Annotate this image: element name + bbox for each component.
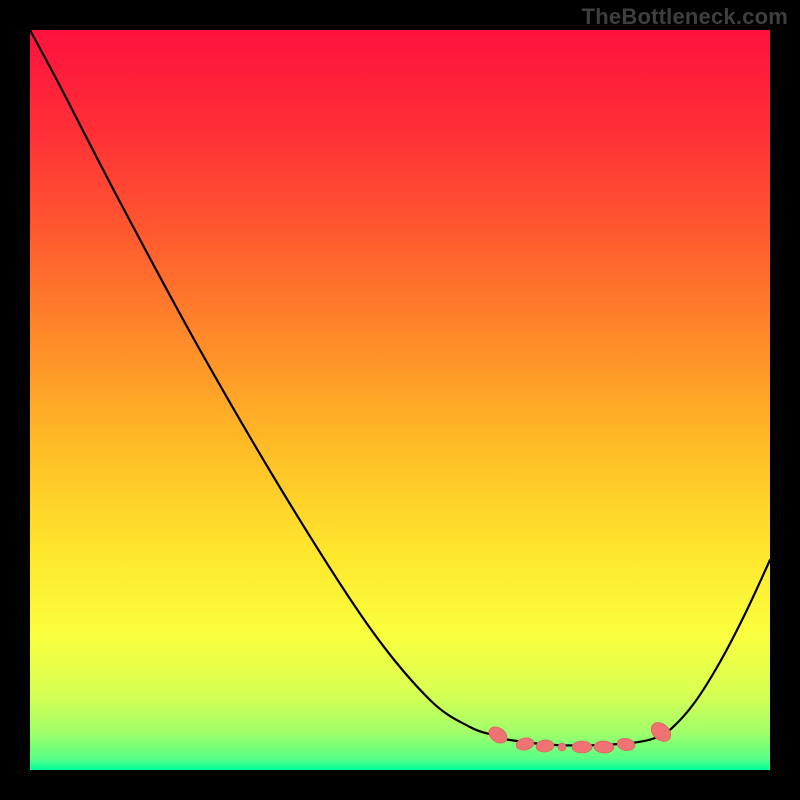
attribution-text: TheBottleneck.com xyxy=(582,4,788,30)
gradient-background xyxy=(30,30,770,770)
bottleneck-chart xyxy=(30,30,770,770)
marker-3 xyxy=(558,743,566,751)
marker-4 xyxy=(572,741,592,753)
chart-svg xyxy=(30,30,770,770)
